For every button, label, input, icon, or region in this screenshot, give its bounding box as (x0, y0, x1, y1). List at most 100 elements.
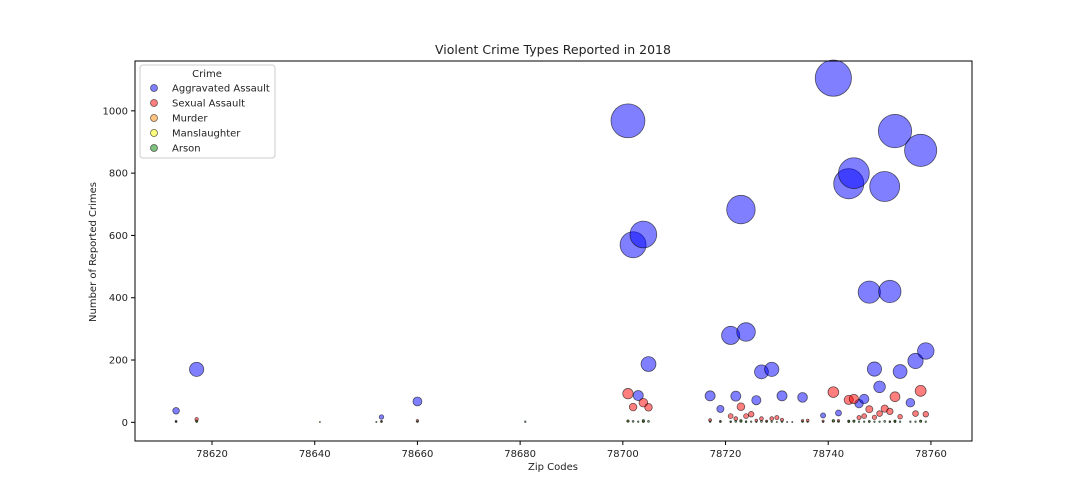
data-point (917, 342, 935, 360)
x-tick-label: 78620 (196, 449, 228, 460)
data-point (892, 364, 908, 379)
data-point (897, 413, 903, 420)
x-tick-label: 78680 (504, 449, 536, 460)
data-point (922, 411, 929, 418)
data-point (905, 397, 916, 408)
data-point (831, 419, 835, 423)
data-point (848, 393, 860, 405)
data-point (172, 407, 180, 415)
data-point (640, 356, 657, 372)
data-point (734, 420, 738, 423)
data-point (852, 419, 856, 423)
x-tick-label: 78760 (915, 449, 947, 460)
data-point (628, 402, 638, 412)
data-point (765, 420, 768, 423)
data-point (733, 416, 739, 421)
data-point (174, 420, 178, 423)
series-3 (318, 420, 896, 423)
data-point (318, 420, 321, 423)
data-point (893, 419, 897, 423)
data-point (883, 420, 887, 423)
data-point (907, 352, 924, 370)
data-point (760, 420, 763, 423)
data-point (862, 420, 866, 423)
data-point (898, 420, 902, 423)
chart-title: Violent Crime Types Reported in 2018 (435, 42, 671, 57)
data-point (871, 414, 878, 420)
data-point (610, 103, 646, 139)
data-point (888, 420, 892, 423)
x-tick-label: 78640 (299, 449, 331, 460)
legend-box (139, 64, 276, 159)
y-axis-label: Number of Reported Crimes (88, 182, 99, 322)
data-point (375, 420, 378, 423)
data-point (801, 420, 804, 423)
data-point (739, 419, 743, 423)
data-point (637, 420, 640, 423)
data-point (776, 390, 788, 402)
data-point (924, 420, 927, 423)
series-0 (172, 59, 938, 420)
y-tick-label: 200 (109, 356, 128, 367)
legend: Crime Aggravated Assault Sexual Assault Mu… (139, 64, 276, 159)
data-point (380, 420, 383, 423)
data-point (759, 416, 764, 421)
y-tick-label: 400 (109, 293, 128, 304)
data-point (629, 220, 658, 249)
data-point (857, 280, 881, 304)
legend-title: Crime (192, 69, 222, 80)
data-point (750, 420, 753, 423)
data-point (806, 420, 809, 423)
data-point (856, 415, 862, 421)
data-point (748, 411, 755, 418)
x-tick-label: 78740 (812, 449, 844, 460)
series-4 (174, 419, 927, 423)
data-point (912, 410, 919, 417)
data-point (769, 416, 775, 421)
data-point (904, 133, 938, 167)
legend-marker (150, 114, 158, 122)
data-point (869, 171, 901, 202)
legend-entry: Arson (172, 144, 201, 155)
data-point (708, 420, 712, 423)
data-point (719, 420, 722, 423)
legend-marker (150, 144, 158, 152)
data-point (647, 420, 650, 423)
data-point (736, 322, 756, 342)
data-point (631, 420, 635, 423)
data-point (524, 420, 527, 423)
data-point (727, 413, 734, 419)
data-point (736, 402, 746, 411)
data-point (919, 419, 923, 423)
data-point (764, 361, 780, 377)
data-point (751, 395, 762, 406)
data-point (716, 404, 725, 413)
data-point (704, 390, 716, 402)
data-point (770, 420, 773, 423)
data-point (780, 420, 784, 423)
data-point (774, 415, 780, 421)
series-2 (195, 419, 922, 423)
data-point (822, 420, 825, 423)
data-point (865, 405, 874, 414)
data-point (847, 419, 851, 423)
data-point (195, 420, 198, 423)
legend-marker (150, 129, 158, 137)
data-point (876, 410, 883, 417)
data-point (914, 384, 927, 397)
data-point (914, 420, 917, 423)
x-tick-label: 78720 (710, 449, 742, 460)
data-point (861, 413, 868, 419)
plot-frame (134, 60, 973, 442)
data-point (838, 157, 870, 189)
legend-entry: Murder (172, 114, 208, 125)
data-point (909, 420, 912, 423)
y-tick-label: 600 (109, 231, 128, 242)
data-point (837, 420, 840, 423)
data-point (878, 279, 902, 304)
data-point (416, 420, 419, 423)
data-point (877, 114, 913, 149)
x-axis-label: Zip Codes (528, 462, 578, 473)
series-1 (174, 384, 929, 423)
